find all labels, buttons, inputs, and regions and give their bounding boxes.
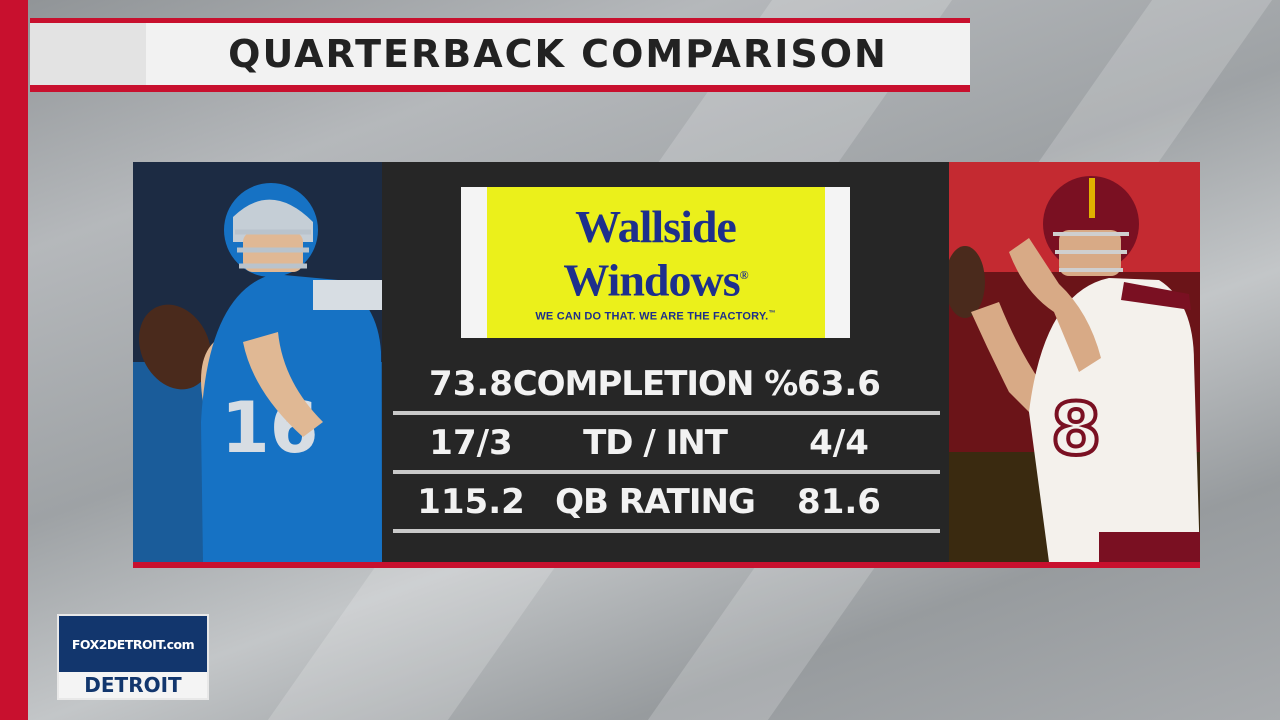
sponsor-name-line2: Windows®	[563, 251, 749, 305]
left-accent-bar	[0, 0, 28, 720]
sponsor-logo: Wallside Windows® WE CAN DO THAT. WE ARE…	[461, 187, 850, 338]
network-city: DETROIT	[59, 672, 207, 698]
right-quarterback-illustration: 8	[949, 162, 1200, 562]
network-logo: FOX2DETROIT.com DETROIT	[57, 614, 209, 700]
right-jersey-number: 8	[1051, 387, 1101, 471]
sponsor-tagline-mark: ™	[768, 309, 776, 317]
comparison-panel: 16 Wallside Windows® WE CAN DO THAT. WE …	[133, 162, 1200, 568]
left-player-stat: 73.8	[429, 363, 513, 404]
right-player-photo: 8	[949, 162, 1200, 562]
sponsor-tagline-text: WE CAN DO THAT. WE ARE THE FACTORY.	[535, 310, 769, 323]
sponsor-tagline: WE CAN DO THAT. WE ARE THE FACTORY.™	[535, 310, 775, 323]
sponsor-name-line2-text: Windows	[563, 253, 740, 305]
stat-label: COMPLETION %	[512, 363, 799, 404]
right-player-stat: 81.6	[797, 481, 881, 522]
sponsor-name-line1: Wallside	[575, 200, 737, 252]
right-player-stat: 4/4	[809, 422, 869, 463]
sponsor-logo-field: Wallside Windows® WE CAN DO THAT. WE ARE…	[486, 187, 825, 338]
title-banner: QUARTERBACK COMPARISON	[30, 18, 970, 92]
left-player-stat: 17/3	[429, 422, 513, 463]
stat-label: TD / INT	[583, 422, 728, 463]
page-title: QUARTERBACK COMPARISON	[228, 32, 888, 76]
stat-row-td-int: 17/3 TD / INT 4/4	[393, 415, 940, 474]
left-player-photo: 16	[133, 162, 382, 562]
stat-row-qb-rating: 115.2 QB RATING 81.6	[393, 474, 940, 533]
stat-label: QB RATING	[555, 481, 756, 522]
sponsor-registered-mark: ®	[739, 267, 749, 282]
title-banner-gutter	[30, 23, 146, 85]
stats-table: 73.8 COMPLETION % 63.6 17/3 TD / INT 4/4…	[393, 356, 940, 533]
left-quarterback-illustration: 16	[133, 162, 382, 562]
network-site: FOX2DETROIT.com	[59, 616, 207, 672]
right-player-stat: 63.6	[797, 363, 881, 404]
stat-row-completion: 73.8 COMPLETION % 63.6	[393, 356, 940, 415]
left-player-stat: 115.2	[417, 481, 525, 522]
